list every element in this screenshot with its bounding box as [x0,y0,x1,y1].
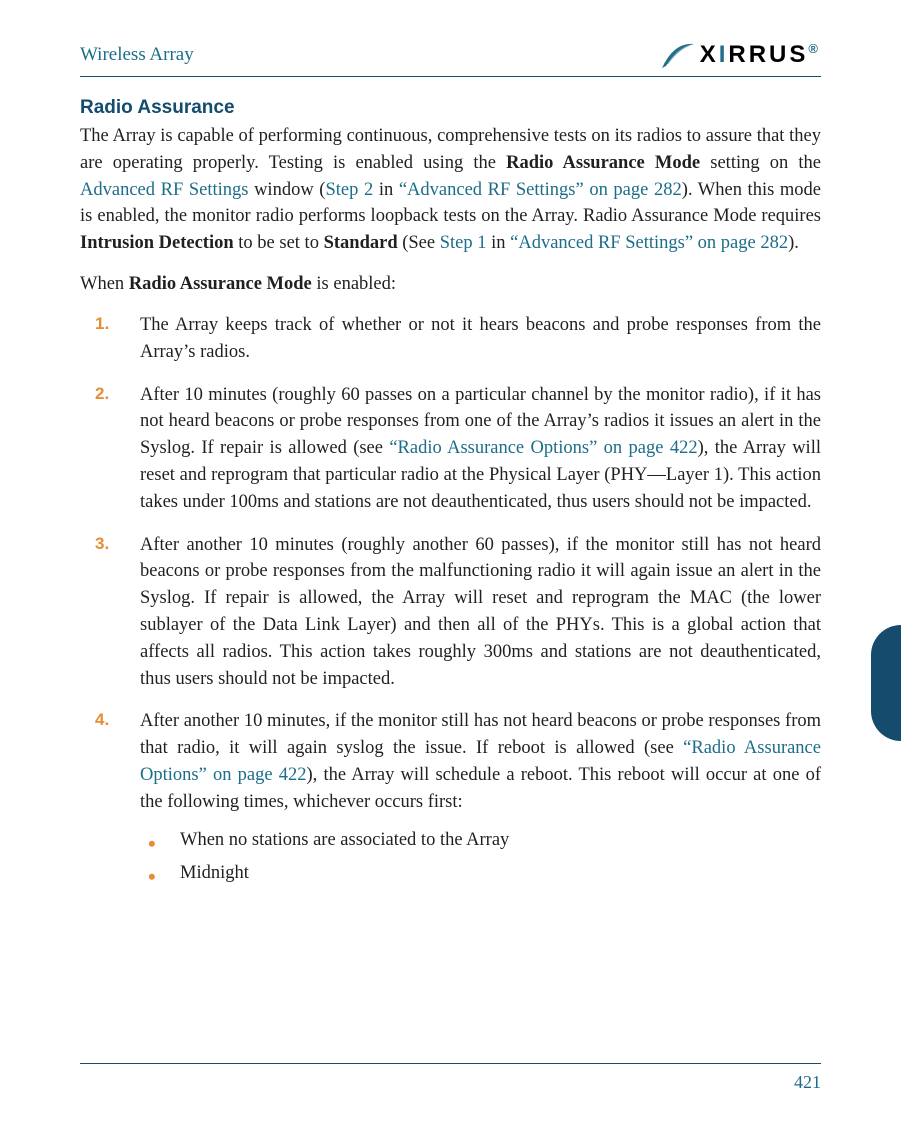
footer-separator [80,1063,821,1064]
sub-item: Midnight [180,859,821,889]
swoosh-icon [660,40,696,70]
item-text: After another 10 minutes (roughly anothe… [140,535,821,689]
brand-logo: XIRRUS® [660,40,821,70]
logo-left: X [700,41,719,68]
page-header: Wireless Array XIRRUS® [80,40,821,70]
page-number: 421 [80,1072,821,1093]
text: in [487,233,511,253]
intro-paragraph-1: The Array is capable of performing conti… [80,123,821,257]
header-separator [80,76,821,77]
sub-item: When no stations are associated to the A… [180,826,821,856]
bold-radio-mode: Radio Assurance Mode [506,153,700,173]
side-tab-icon [871,625,901,741]
logo-mid: I [719,41,729,68]
intro-paragraph-2: When Radio Assurance Mode is enabled: [80,271,821,298]
numbered-list: The Array keeps track of whether or not … [140,312,821,889]
page-footer: 421 [80,1063,821,1093]
link-adv-rf[interactable]: Advanced RF Settings [80,180,248,200]
sub-text: When no stations are associated to the A… [180,830,509,850]
text: (See [398,233,440,253]
link-step1[interactable]: Step 1 [440,233,487,253]
list-item: After another 10 minutes, if the monitor… [140,708,821,888]
logo-text: XIRRUS® [700,41,821,69]
text: is enabled: [312,274,396,294]
text: setting on the [700,153,821,173]
link-adv-rf-page-2[interactable]: “Advanced RF Settings” on page 282 [510,233,788,253]
list-item: After another 10 minutes (roughly anothe… [140,532,821,693]
text: When [80,274,129,294]
link-adv-rf-page[interactable]: “Advanced RF Settings” on page 282 [399,180,682,200]
list-item: The Array keeps track of whether or not … [140,312,821,366]
bold-radio-mode-2: Radio Assurance Mode [129,274,312,294]
sub-text: Midnight [180,863,249,883]
text: in [373,180,399,200]
list-item: After 10 minutes (roughly 60 passes on a… [140,382,821,516]
link-step2[interactable]: Step 2 [325,180,373,200]
registered-icon: ® [808,41,821,56]
section-heading: Radio Assurance [80,97,821,119]
logo-right: RRUS [728,41,808,68]
item-text: The Array keeps track of whether or not … [140,315,821,362]
bullet-sublist: When no stations are associated to the A… [180,826,821,889]
bold-intrusion: Intrusion Detection [80,233,234,253]
text: ). [788,233,799,253]
header-title: Wireless Array [80,44,194,66]
bold-standard: Standard [324,233,398,253]
text: window ( [248,180,325,200]
text: to be set to [234,233,324,253]
link-radio-options[interactable]: “Radio Assurance Options” on page 422 [389,438,697,458]
